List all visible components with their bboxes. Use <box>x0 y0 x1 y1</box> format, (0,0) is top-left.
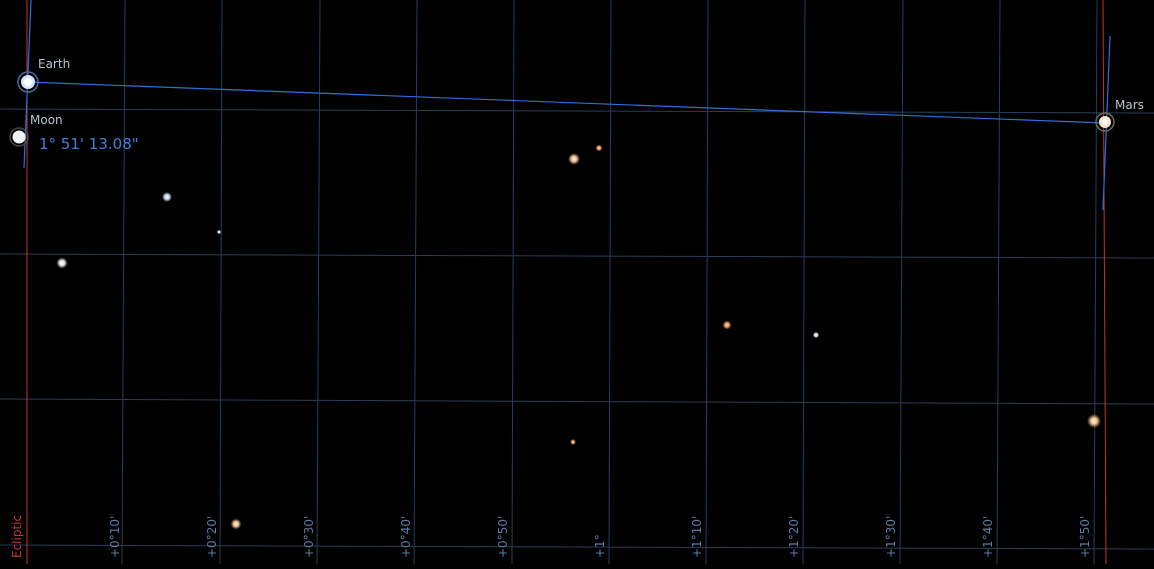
grid-line <box>802 0 806 565</box>
earth-halo <box>17 71 39 93</box>
tick-label: +1°30' <box>884 516 898 558</box>
tick-label: +0°50' <box>496 516 510 558</box>
star[interactable] <box>568 153 580 165</box>
grid-line <box>0 253 1154 259</box>
moon-label: Moon <box>30 113 63 127</box>
moon[interactable]: Moon <box>9 113 63 147</box>
mars[interactable]: Mars <box>1095 98 1144 132</box>
grid-meridians <box>121 0 1098 565</box>
tick-label: +1° <box>593 534 607 558</box>
measure-line <box>27 81 1105 124</box>
grid-line <box>0 398 1154 405</box>
grid-line <box>219 0 223 565</box>
tick-label: +1°50' <box>1078 516 1092 558</box>
tick-label: +0°20' <box>205 516 219 558</box>
mars-label: Mars <box>1115 98 1144 112</box>
grid-line <box>121 0 126 565</box>
grid-line <box>608 0 612 565</box>
grid-line <box>996 0 1001 565</box>
angle-readout: 1° 51' 13.08" <box>39 135 139 153</box>
mars-halo <box>1095 112 1115 132</box>
ecliptic-line <box>1102 0 1107 565</box>
star[interactable] <box>216 229 222 235</box>
grid-line <box>0 108 1154 114</box>
star[interactable] <box>570 439 576 445</box>
tick-label: +1°10' <box>690 516 704 558</box>
grid-line <box>0 544 1154 550</box>
tick-label: +0°40' <box>399 516 413 558</box>
star[interactable] <box>56 257 68 269</box>
ecliptic-lines <box>26 0 1107 565</box>
tick-label: +1°40' <box>981 516 995 558</box>
earth[interactable]: Earth <box>17 57 70 93</box>
star[interactable] <box>812 331 820 339</box>
grid-line <box>899 0 904 565</box>
grid-line <box>511 0 515 565</box>
star[interactable] <box>722 320 732 330</box>
ecliptic-label: Ecliptic <box>10 515 24 558</box>
star[interactable] <box>595 144 603 152</box>
star[interactable] <box>230 518 242 530</box>
tick-label: +1°20' <box>787 516 801 558</box>
grid-line <box>413 0 418 565</box>
grid-line <box>316 0 321 565</box>
star-field <box>56 144 1101 530</box>
moon-halo <box>9 127 29 147</box>
tick-label: +0°30' <box>302 516 316 558</box>
tick-label: +0°10' <box>108 516 122 558</box>
moon-disk[interactable] <box>12 130 26 144</box>
star[interactable] <box>1087 414 1101 428</box>
earth-core <box>24 78 32 86</box>
grid-line <box>1093 0 1098 565</box>
earth-label: Earth <box>38 57 70 71</box>
mars-core <box>1102 119 1108 125</box>
grid-parallels <box>0 108 1154 550</box>
angle-measure: 1° 51' 13.08" <box>23 0 1111 211</box>
grid-line <box>705 0 709 565</box>
star[interactable] <box>162 192 172 202</box>
grid-tick-labels: +0°10' +0°20' +0°30' +0°40' +0°50' +1° +… <box>108 516 1092 558</box>
